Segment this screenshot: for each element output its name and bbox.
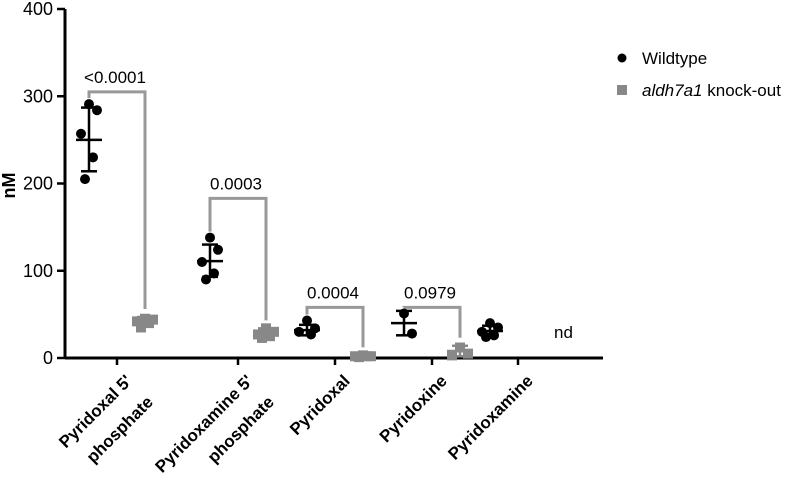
- x-category-label-line: Pyridoxal: [286, 371, 354, 439]
- data-point: [265, 331, 275, 342]
- legend-label-part: knock-out: [703, 81, 782, 100]
- p-value-label: 0.0979: [404, 283, 456, 302]
- nd-label: nd: [554, 323, 573, 342]
- significance-bracket: [402, 305, 462, 338]
- x-category-label: Pyridoxal 5'phosphate: [55, 371, 157, 466]
- p-value-label: 0.0004: [307, 283, 359, 302]
- significance-brackets: <0.0001 0.0003 0.0004 0.0979: [84, 68, 462, 348]
- p-value-label: <0.0001: [84, 68, 146, 87]
- data-point: [302, 315, 312, 326]
- significance-bracket: [305, 305, 365, 348]
- x-category-label-line: Pyridoxamine: [444, 371, 536, 463]
- data-point: [88, 152, 98, 163]
- data-point: [463, 348, 473, 359]
- series-group: [76, 99, 102, 185]
- series-group: [132, 313, 158, 333]
- series-group: [447, 342, 473, 361]
- data-point: [205, 232, 215, 243]
- legend-item: aldh7a1 knock-out: [617, 81, 781, 100]
- series-group: [197, 232, 223, 285]
- legend-item: Wildtype: [617, 49, 707, 68]
- y-axis: 0 100 200 300 400 nM: [0, 0, 67, 368]
- data-point: [80, 174, 90, 185]
- legend-label-part: aldh7a1: [642, 81, 703, 100]
- series-group: [391, 308, 417, 339]
- legend-label: aldh7a1 knock-out: [642, 81, 781, 100]
- legend-marker-square: [617, 85, 627, 95]
- x-category-label: Pyridoxamine: [444, 371, 536, 463]
- y-tick-label: 400: [23, 0, 53, 19]
- legend: Wildtype aldh7a1 knock-out: [617, 49, 781, 100]
- significance-bracket: [208, 196, 268, 321]
- y-tick-label: 0: [43, 348, 53, 368]
- legend-marker-circle: [617, 53, 627, 63]
- data-marks: nd: [76, 99, 573, 363]
- x-category-label: Pyridoxal: [286, 371, 354, 439]
- data-point: [407, 328, 417, 339]
- legend-label: Wildtype: [642, 49, 707, 68]
- legend-label-part: Wildtype: [642, 49, 707, 68]
- series-group: [350, 350, 376, 363]
- data-point: [76, 128, 86, 139]
- p-value-label: 0.0003: [210, 174, 262, 193]
- x-category-label-line: Pyridoxine: [376, 371, 451, 446]
- data-point: [213, 244, 223, 255]
- y-axis-title: nM: [0, 173, 19, 199]
- series-group: [253, 323, 279, 343]
- y-tick-label: 300: [23, 86, 53, 106]
- significance-bracket: [87, 90, 147, 309]
- x-category-label: Pyridoxamine 5'phosphate: [152, 371, 278, 476]
- data-point: [136, 322, 146, 333]
- series-group: [294, 315, 320, 340]
- y-tick-label: 100: [23, 261, 53, 281]
- x-category-label: Pyridoxine: [376, 371, 451, 446]
- series-group: [477, 318, 503, 343]
- data-point: [144, 318, 154, 329]
- y-tick-label: 200: [23, 174, 53, 194]
